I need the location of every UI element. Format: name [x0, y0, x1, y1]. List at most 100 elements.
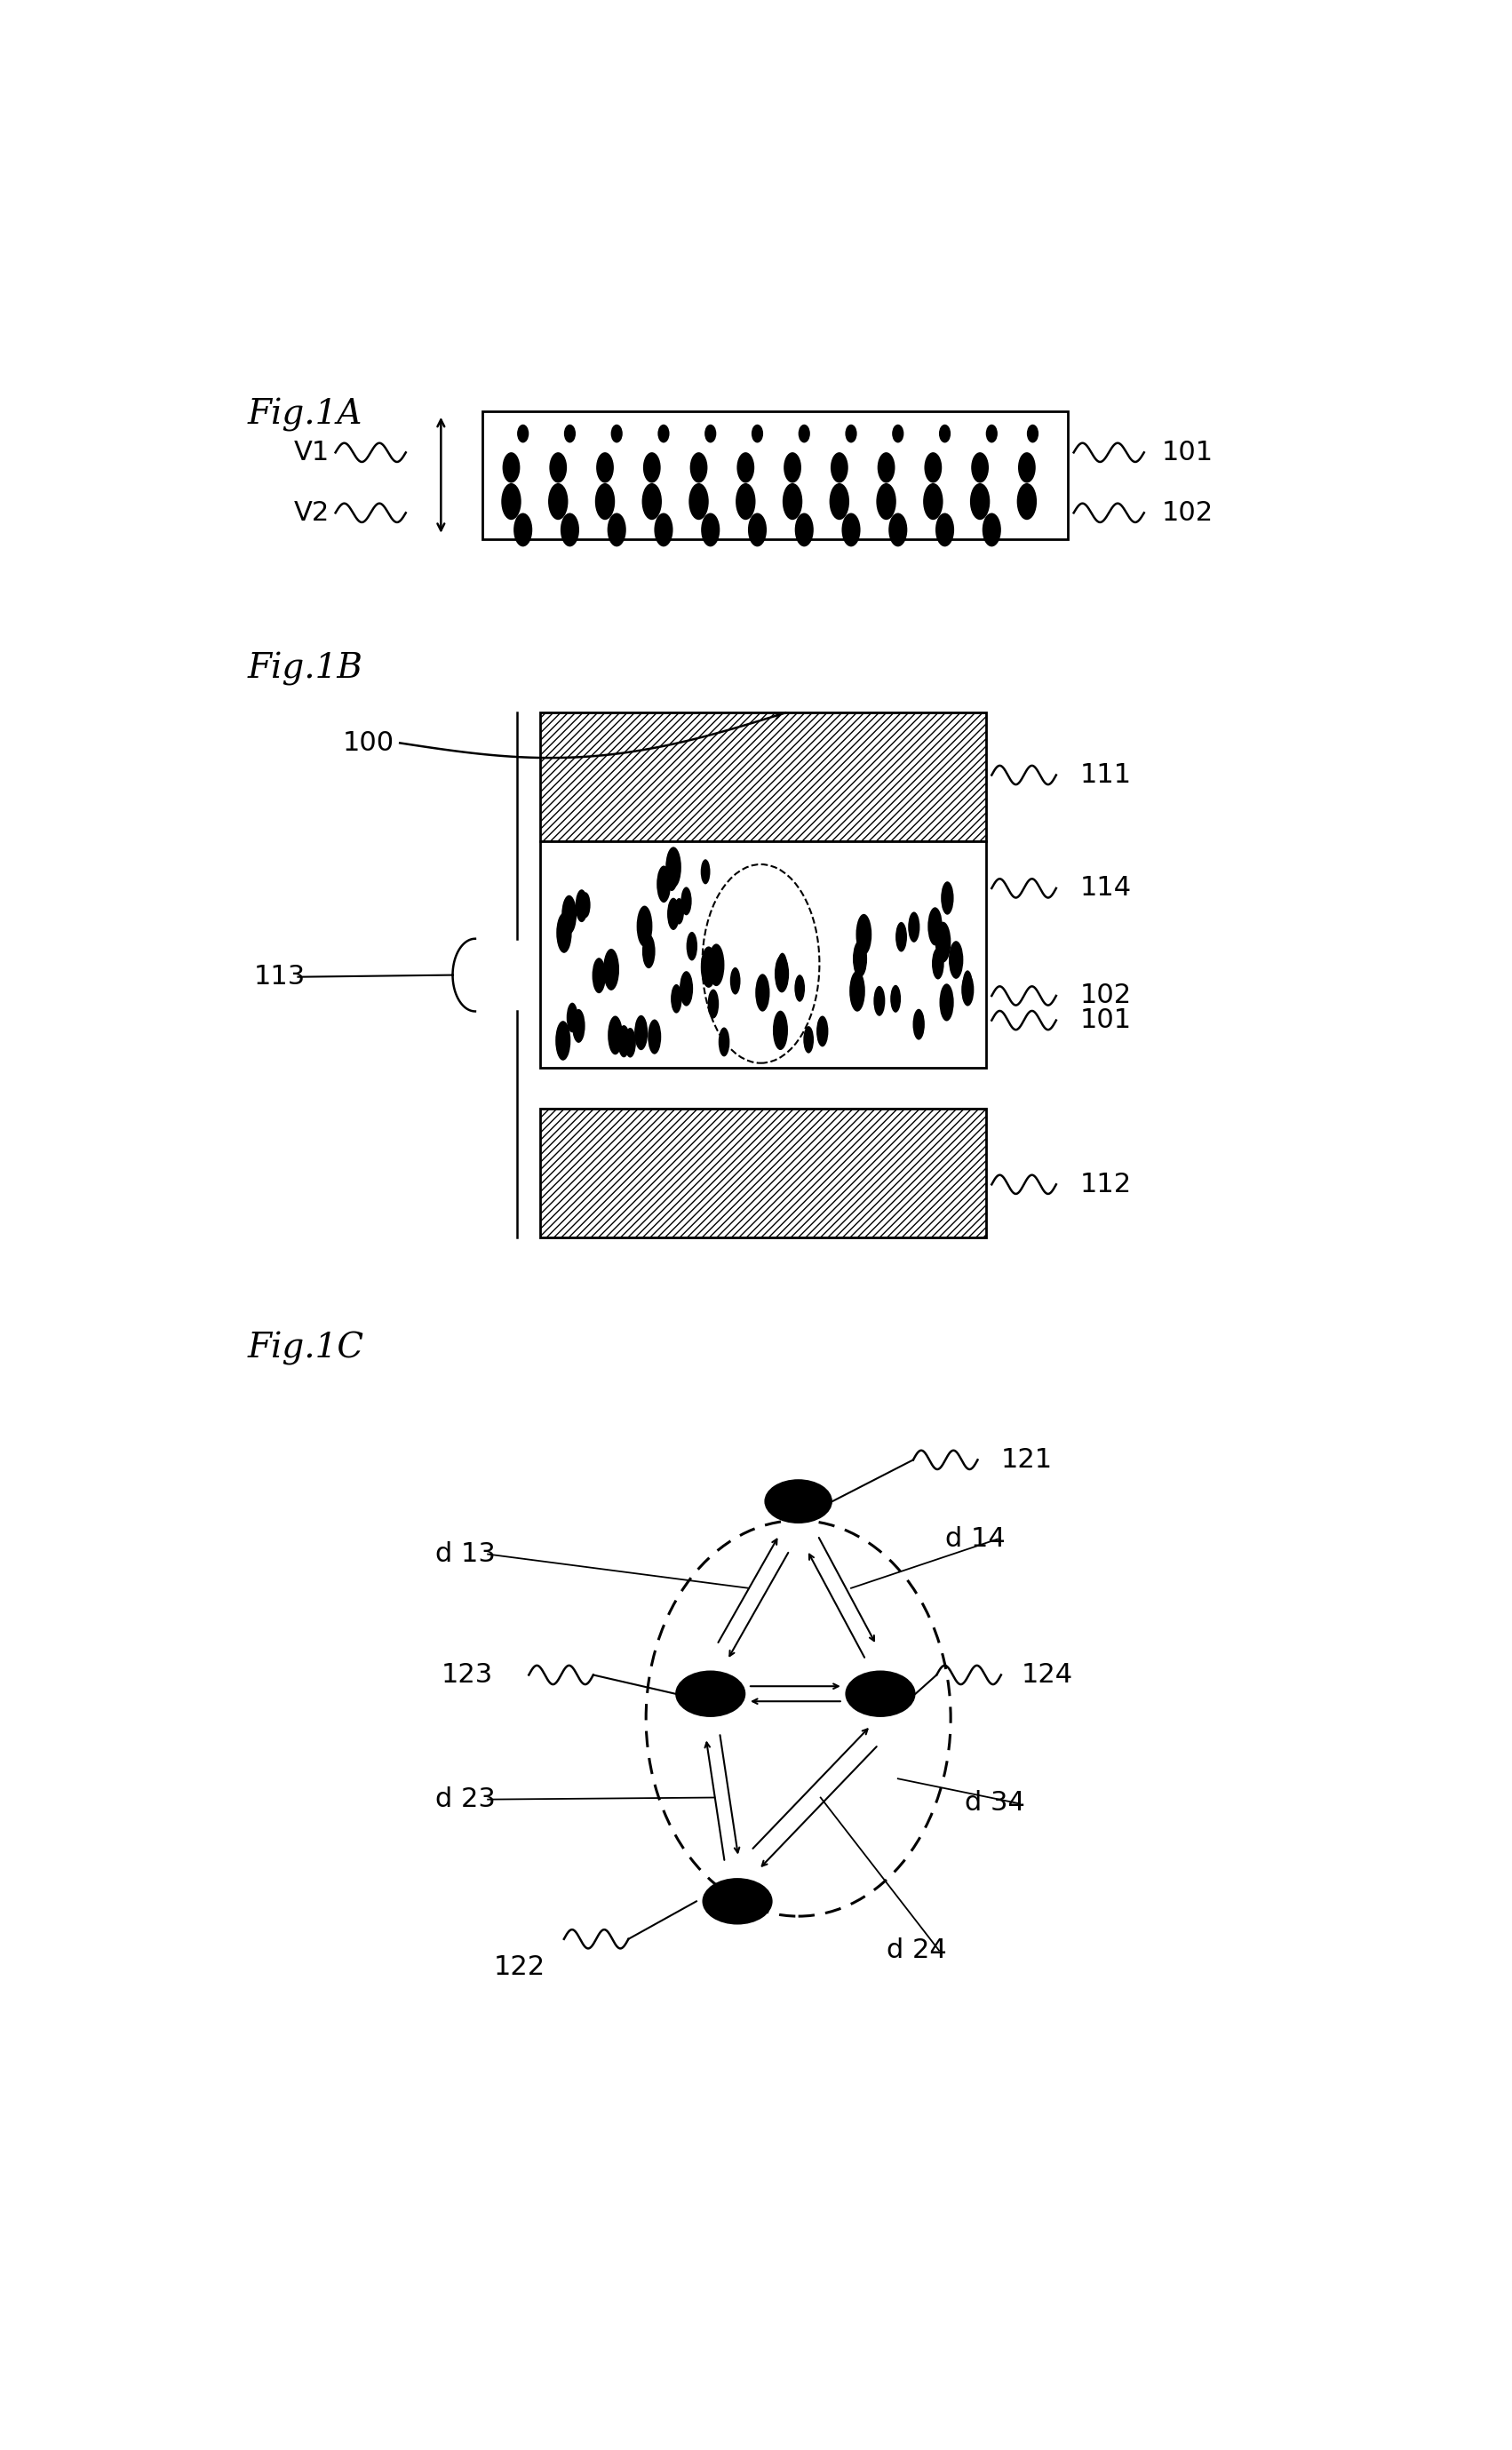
Ellipse shape: [549, 453, 567, 483]
Ellipse shape: [655, 512, 673, 546]
Ellipse shape: [556, 914, 572, 953]
Text: d 14: d 14: [945, 1526, 1005, 1551]
Text: Fig.1B: Fig.1B: [248, 652, 363, 686]
Ellipse shape: [971, 453, 989, 483]
Ellipse shape: [517, 424, 529, 443]
Ellipse shape: [674, 899, 683, 924]
Ellipse shape: [686, 931, 697, 960]
Ellipse shape: [680, 887, 691, 916]
Ellipse shape: [963, 970, 972, 995]
Ellipse shape: [842, 512, 860, 546]
Ellipse shape: [940, 882, 954, 914]
Ellipse shape: [874, 985, 885, 1017]
Ellipse shape: [596, 453, 614, 483]
Ellipse shape: [939, 982, 954, 1022]
Ellipse shape: [748, 512, 767, 546]
Ellipse shape: [774, 956, 789, 992]
Ellipse shape: [665, 848, 682, 887]
Ellipse shape: [986, 424, 998, 443]
Ellipse shape: [877, 483, 897, 519]
Ellipse shape: [1018, 483, 1037, 519]
Ellipse shape: [561, 894, 576, 933]
Ellipse shape: [936, 512, 954, 546]
Text: V2: V2: [293, 500, 330, 527]
Ellipse shape: [924, 453, 942, 483]
Text: 112: 112: [1080, 1171, 1131, 1198]
Text: 124: 124: [1021, 1661, 1072, 1688]
Ellipse shape: [889, 512, 907, 546]
Text: d 24: d 24: [886, 1938, 947, 1962]
Ellipse shape: [853, 941, 866, 978]
Ellipse shape: [939, 424, 951, 443]
Ellipse shape: [924, 483, 943, 519]
Ellipse shape: [679, 970, 692, 1007]
Ellipse shape: [700, 860, 711, 884]
Ellipse shape: [603, 948, 620, 990]
Ellipse shape: [572, 1009, 585, 1044]
Ellipse shape: [948, 941, 963, 980]
Ellipse shape: [845, 424, 857, 443]
Ellipse shape: [856, 914, 872, 955]
Ellipse shape: [845, 1671, 915, 1717]
Ellipse shape: [798, 424, 810, 443]
Text: Fig.1A: Fig.1A: [248, 397, 363, 431]
Ellipse shape: [756, 973, 770, 1012]
Ellipse shape: [794, 975, 804, 1002]
Ellipse shape: [608, 512, 626, 546]
Bar: [540, 713, 986, 840]
Ellipse shape: [564, 424, 576, 443]
Ellipse shape: [581, 892, 590, 919]
Ellipse shape: [795, 512, 813, 546]
Ellipse shape: [736, 453, 754, 483]
Text: 101: 101: [1080, 1007, 1131, 1034]
Ellipse shape: [895, 921, 907, 953]
Text: 123: 123: [442, 1661, 493, 1688]
Ellipse shape: [611, 424, 623, 443]
Ellipse shape: [702, 512, 720, 546]
Ellipse shape: [549, 483, 569, 519]
Ellipse shape: [658, 424, 670, 443]
Text: 102: 102: [1080, 982, 1131, 1009]
Ellipse shape: [816, 1017, 829, 1046]
Ellipse shape: [1018, 453, 1036, 483]
Bar: [540, 1110, 986, 1237]
Ellipse shape: [830, 453, 848, 483]
Ellipse shape: [773, 1009, 788, 1051]
Ellipse shape: [962, 973, 974, 1007]
Ellipse shape: [909, 911, 919, 943]
Ellipse shape: [593, 958, 606, 992]
Text: 113: 113: [254, 963, 305, 990]
Ellipse shape: [647, 1019, 661, 1054]
Ellipse shape: [667, 897, 679, 931]
Text: d 23: d 23: [435, 1786, 496, 1813]
Text: Fig.1C: Fig.1C: [248, 1333, 364, 1365]
Ellipse shape: [708, 943, 724, 987]
Text: 101: 101: [1161, 439, 1213, 466]
Ellipse shape: [971, 483, 990, 519]
Ellipse shape: [671, 985, 682, 1014]
Text: 121: 121: [1001, 1448, 1052, 1472]
Ellipse shape: [931, 948, 943, 980]
Ellipse shape: [730, 968, 741, 995]
Ellipse shape: [561, 512, 579, 546]
Ellipse shape: [567, 1002, 578, 1031]
Ellipse shape: [596, 483, 615, 519]
Ellipse shape: [514, 512, 532, 546]
Ellipse shape: [850, 970, 865, 1012]
Text: 122: 122: [493, 1955, 546, 1980]
Text: d 34: d 34: [965, 1791, 1025, 1815]
Ellipse shape: [576, 889, 588, 921]
Text: d 13: d 13: [435, 1541, 496, 1568]
Ellipse shape: [736, 483, 756, 519]
Text: 111: 111: [1080, 762, 1131, 789]
Text: 114: 114: [1080, 875, 1131, 902]
Ellipse shape: [783, 483, 803, 519]
Ellipse shape: [913, 1009, 925, 1039]
Text: 100: 100: [342, 730, 395, 757]
Ellipse shape: [618, 1024, 631, 1058]
Bar: [482, 412, 1067, 539]
Ellipse shape: [502, 453, 520, 483]
Ellipse shape: [643, 483, 662, 519]
Ellipse shape: [643, 453, 661, 483]
Ellipse shape: [608, 1017, 623, 1054]
